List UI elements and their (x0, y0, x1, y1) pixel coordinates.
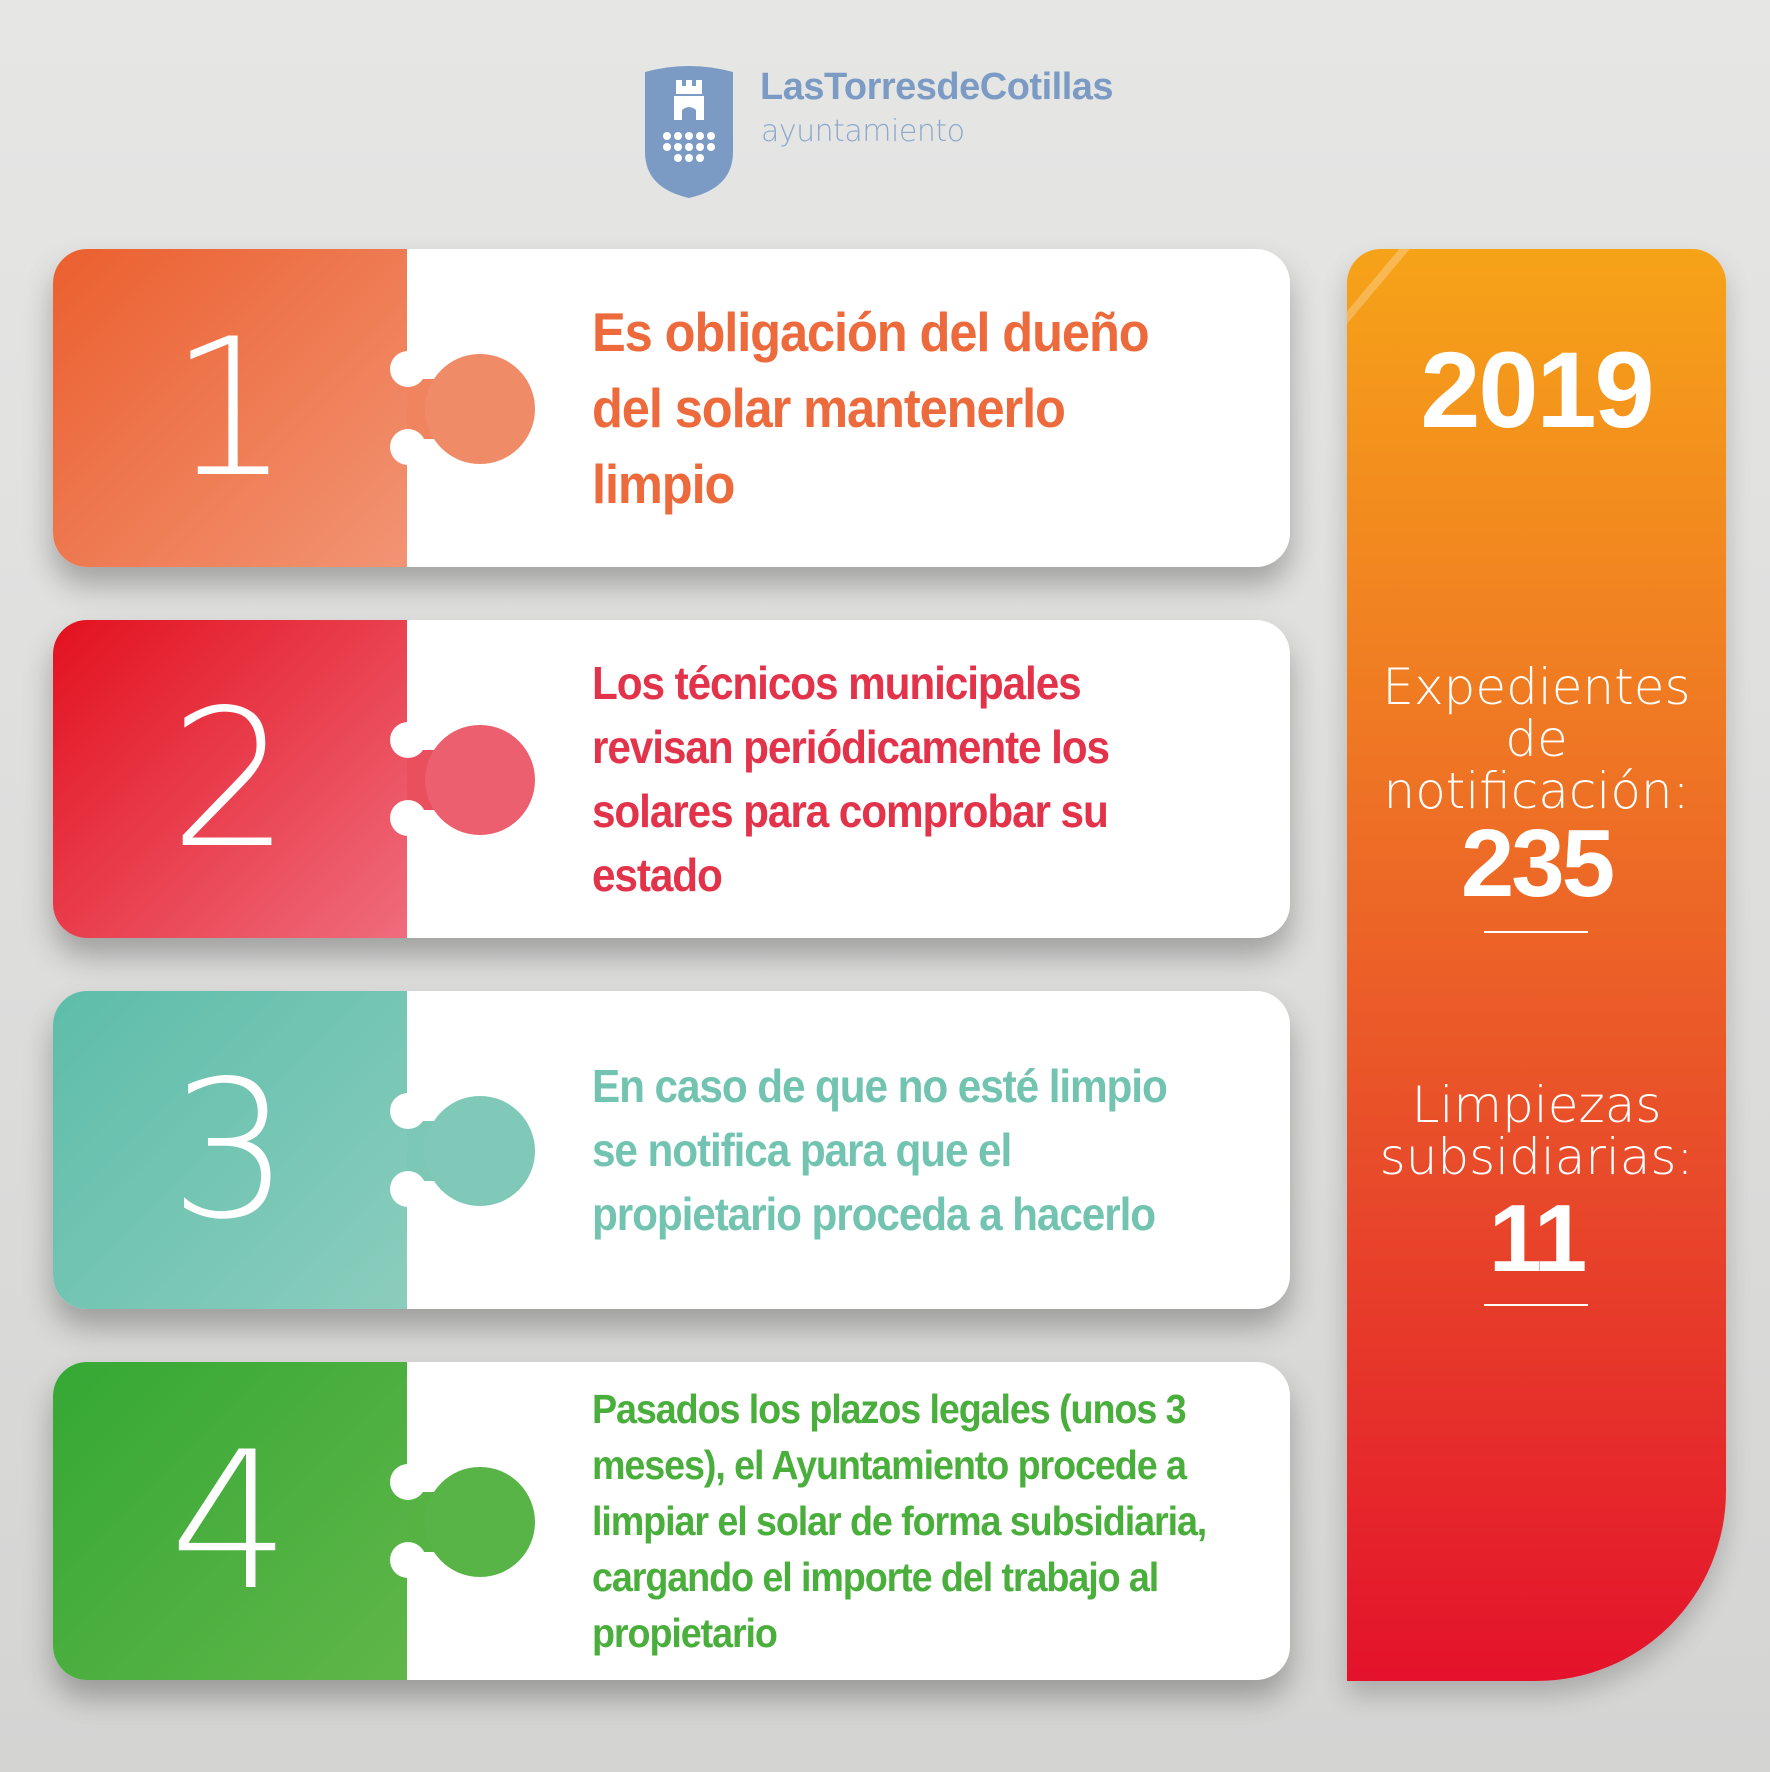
puzzle-knob (425, 354, 535, 464)
step-number: 2 (169, 668, 291, 890)
step-card-4: 4 Pasados los plazos legales (unos 3 mes… (53, 1362, 1290, 1680)
step-text: Es obligación del dueño del solar manten… (592, 301, 1150, 515)
step-text: Pasados los plazos legales (unos 3 meses… (592, 1386, 1207, 1656)
stat-value-cleanings: 11 (1488, 1185, 1587, 1292)
divider (1484, 931, 1588, 933)
puzzle-piece (53, 1362, 407, 1680)
puzzle-piece (53, 620, 407, 938)
stat-value-notifications: 235 (1460, 810, 1615, 917)
step-number: 3 (169, 1039, 291, 1261)
puzzle-knob (425, 1096, 535, 1206)
puzzle-piece (53, 249, 407, 567)
stats-year: 2019 (1420, 329, 1654, 450)
step-number: 4 (169, 1410, 291, 1632)
shield-icon (645, 66, 733, 198)
divider (1484, 1304, 1588, 1306)
puzzle-knob (425, 1467, 535, 1577)
puzzle-piece (53, 991, 407, 1309)
step-text: En caso de que no esté limpio se notific… (592, 1060, 1168, 1240)
step-text: Los técnicos municipales revisan periódi… (592, 657, 1110, 901)
stat-label-notifications: Expedientes de notificación: (1382, 658, 1691, 820)
step-number: 1 (169, 297, 291, 519)
logo-title: LasTorresdeCotillas (760, 66, 1114, 108)
logo-subtitle: ayuntamiento (761, 114, 965, 149)
step-card-3: 3 En caso de que no esté limpio se notif… (53, 991, 1290, 1309)
puzzle-knob (425, 725, 535, 835)
step-card-2: 2 Los técnicos municipales revisan perió… (53, 620, 1290, 938)
stats-panel: 2019 Expedientes de notificación: 235 Li… (1347, 249, 1726, 1681)
step-card-1: 1 Es obligación del dueño del solar mant… (53, 249, 1290, 567)
stat-label-cleanings: Limpiezas subsidiarias: (1379, 1076, 1694, 1186)
